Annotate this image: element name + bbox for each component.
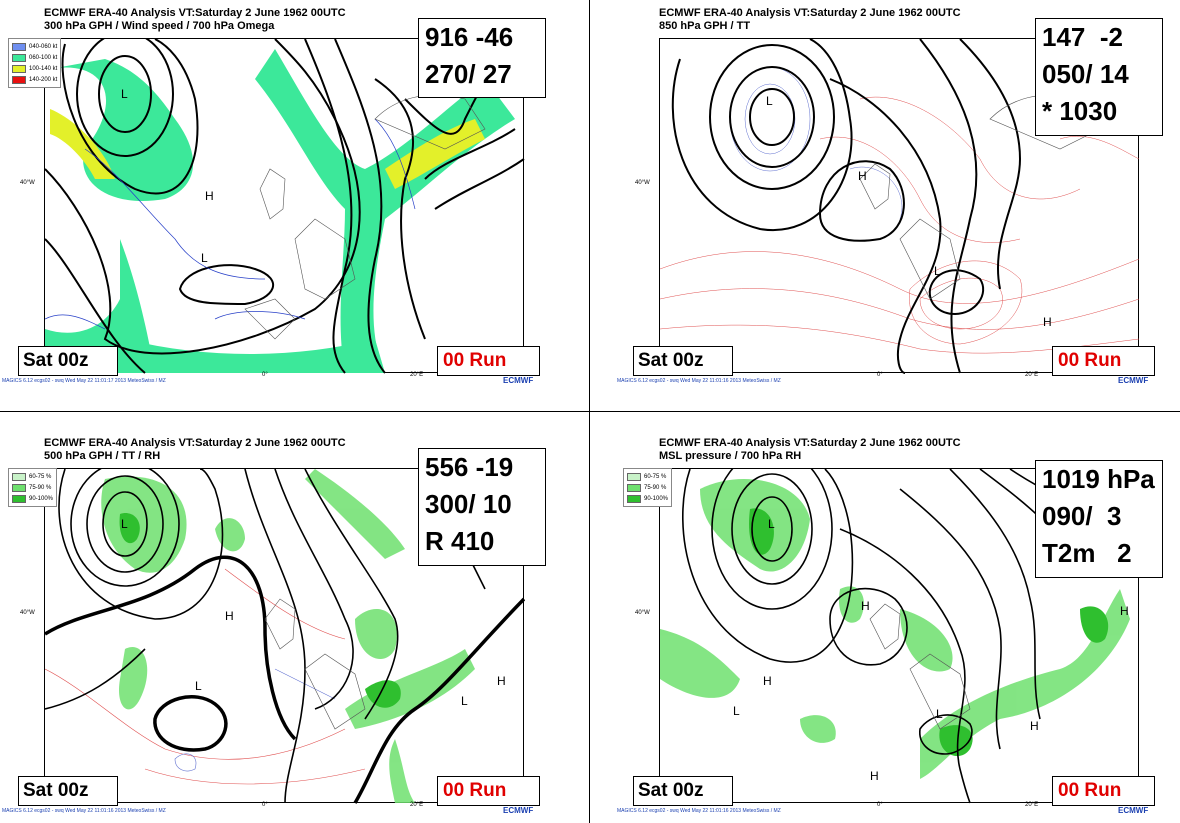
low-marker: L	[121, 87, 128, 101]
valid-time-label: Sat 00z	[18, 346, 118, 376]
panel-title: ECMWF ERA-40 Analysis VT:Saturday 2 June…	[44, 7, 346, 33]
high-marker: H	[205, 189, 214, 203]
legend-entry: 90-100%	[12, 493, 53, 504]
station-info-box: 1019 hPa 090/ 3 T2m 2	[1035, 460, 1163, 578]
low-marker: L	[121, 517, 128, 531]
title-line-1: ECMWF ERA-40 Analysis VT:Saturday 2 June…	[659, 7, 961, 19]
run-label: 00 Run	[437, 776, 540, 806]
legend-entry: 040-060 kt	[12, 41, 57, 52]
lat-label: 40°W	[635, 610, 650, 616]
legend-entry: 90-100%	[627, 493, 668, 504]
high-marker: H	[1120, 604, 1129, 618]
ecmwf-logo: ECMWF	[1118, 806, 1149, 815]
valid-time-label: Sat 00z	[633, 776, 733, 806]
station-info-box: 147 -2 050/ 14 * 1030	[1035, 18, 1163, 136]
low-marker: L	[733, 704, 740, 718]
low-marker: L	[936, 707, 943, 721]
high-marker: H	[763, 674, 772, 688]
lat-label: 40°W	[20, 180, 35, 186]
title-line-2: 300 hPa GPH / Wind speed / 700 hPa Omega	[44, 20, 275, 32]
footer-text: MAGICS 6.12 ecgs02 - swq Wed May 22 11:0…	[617, 808, 781, 814]
lon-label: 20°E	[1025, 802, 1039, 808]
high-marker: H	[225, 609, 234, 623]
lon-label: 20°E	[410, 372, 424, 378]
low-marker: L	[768, 517, 775, 531]
lat-label: 40°W	[20, 610, 35, 616]
run-label: 00 Run	[1052, 776, 1155, 806]
lon-label: 20°E	[410, 802, 424, 808]
low-marker: L	[461, 694, 468, 708]
legend-entry: 60-75 %	[12, 471, 53, 482]
legend-entry: 140-200 kt	[12, 74, 57, 85]
low-marker: L	[766, 94, 773, 108]
panel-msl: ECMWF ERA-40 Analysis VT:Saturday 2 June…	[615, 430, 1175, 822]
legend-entry: 75-90 %	[627, 482, 668, 493]
low-marker: L	[201, 251, 208, 265]
lon-label: 0°	[877, 372, 883, 378]
valid-time-label: Sat 00z	[633, 346, 733, 376]
high-marker: H	[858, 169, 867, 183]
panel-title: ECMWF ERA-40 Analysis VT:Saturday 2 June…	[659, 7, 961, 33]
legend-entry: 060-100 kt	[12, 52, 57, 63]
run-label: 00 Run	[437, 346, 540, 376]
panel-divider-horizontal	[0, 411, 1180, 412]
legend-entry: 60-75 %	[627, 471, 668, 482]
lat-label: 40°W	[635, 180, 650, 186]
footer-text: MAGICS 6.12 ecgs02 - swq Wed May 22 11:0…	[2, 378, 166, 384]
footer-text: MAGICS 6.12 ecgs02 - swq Wed May 22 11:0…	[2, 808, 166, 814]
valid-time-label: Sat 00z	[18, 776, 118, 806]
title-line-2: 850 hPa GPH / TT	[659, 20, 751, 32]
title-line-2: 500 hPa GPH / TT / RH	[44, 450, 161, 462]
legend: 60-75 % 75-90 % 90-100%	[623, 468, 673, 507]
high-marker: H	[1030, 719, 1039, 733]
low-marker: L	[934, 264, 941, 278]
station-info-box: 556 -19 300/ 10 R 410	[418, 448, 546, 566]
lon-label: 0°	[877, 802, 883, 808]
title-line-1: ECMWF ERA-40 Analysis VT:Saturday 2 June…	[44, 437, 346, 449]
ecmwf-logo: ECMWF	[503, 376, 534, 385]
high-marker: H	[861, 599, 870, 613]
footer-text: MAGICS 6.12 ecgs02 - swq Wed May 22 11:0…	[617, 378, 781, 384]
legend: 040-060 kt 060-100 kt 100-140 kt 140-200…	[8, 38, 62, 88]
title-line-2: MSL pressure / 700 hPa RH	[659, 450, 802, 462]
high-marker: H	[1043, 315, 1052, 329]
low-marker: L	[195, 679, 202, 693]
lon-label: 0°	[262, 372, 268, 378]
panel-850hpa: ECMWF ERA-40 Analysis VT:Saturday 2 June…	[615, 0, 1175, 392]
panel-300hpa: ECMWF ERA-40 Analysis VT:Saturday 2 June…	[0, 0, 560, 392]
high-marker: H	[497, 674, 506, 688]
ecmwf-logo: ECMWF	[503, 806, 534, 815]
panel-title: ECMWF ERA-40 Analysis VT:Saturday 2 June…	[659, 437, 961, 463]
station-info-box: 916 -46 270/ 27	[418, 18, 546, 98]
lon-label: 0°	[262, 802, 268, 808]
title-line-1: ECMWF ERA-40 Analysis VT:Saturday 2 June…	[44, 7, 346, 19]
legend-entry: 100-140 kt	[12, 63, 57, 74]
legend: 60-75 % 75-90 % 90-100%	[8, 468, 58, 507]
panel-500hpa: ECMWF ERA-40 Analysis VT:Saturday 2 June…	[0, 430, 560, 822]
run-label: 00 Run	[1052, 346, 1155, 376]
title-line-1: ECMWF ERA-40 Analysis VT:Saturday 2 June…	[659, 437, 961, 449]
panel-title: ECMWF ERA-40 Analysis VT:Saturday 2 June…	[44, 437, 346, 463]
high-marker: H	[870, 769, 879, 783]
ecmwf-logo: ECMWF	[1118, 376, 1149, 385]
lon-label: 20°E	[1025, 372, 1039, 378]
legend-entry: 75-90 %	[12, 482, 53, 493]
